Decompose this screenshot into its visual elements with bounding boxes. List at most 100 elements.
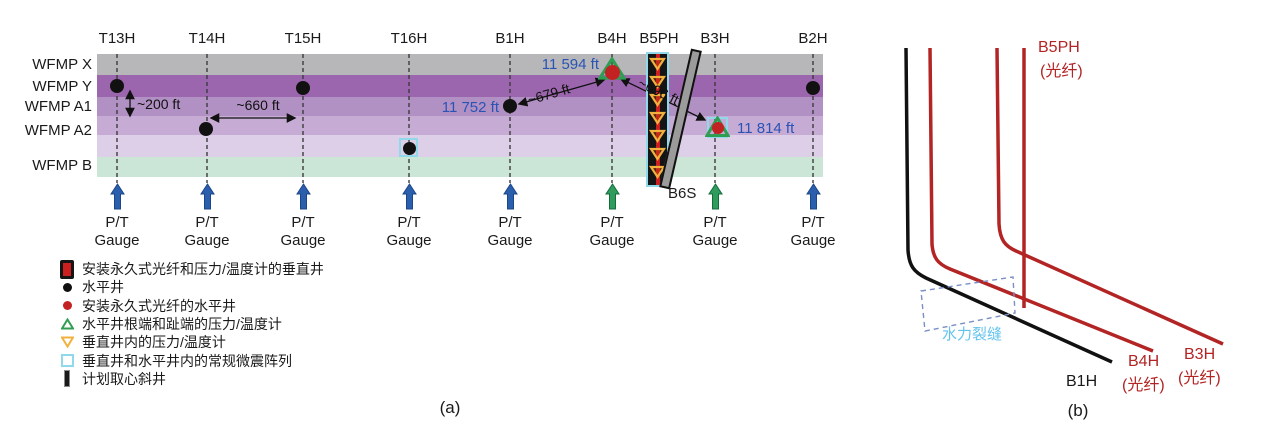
caption-b: (b) <box>1067 401 1089 420</box>
b3h-label: B3H <box>1184 346 1216 363</box>
fiber-pt-vertical-well-icon <box>58 259 76 279</box>
b4h-label: B4H <box>1128 353 1160 370</box>
well-label-t16h: T16H <box>390 30 428 47</box>
b2h-horizontal-well-dot <box>806 81 820 95</box>
well-label-b5ph: B5PH <box>639 30 679 47</box>
b3h-fiber-horizontal-well-dot <box>712 122 724 134</box>
t16h-horizontal-well-dot <box>402 141 416 155</box>
fiber-horizontal-well-icon <box>58 301 76 311</box>
gauge-label-line2: Gauge <box>386 232 432 249</box>
b4h-gauge-label: P/T Gauge <box>582 214 642 250</box>
legend-row: 垂直井和水平井内的常规微震阵列 <box>58 351 324 369</box>
legend-row: 水平井 <box>58 278 324 296</box>
b5ph-sub-label: (光纤) <box>1040 63 1083 80</box>
legend: 安装永久式光纤和压力/温度计的垂直井 水平井 安装永久式光纤的水平井 水平井根端… <box>58 259 324 388</box>
gauge-label-line2: Gauge <box>487 232 533 249</box>
b1h-pt-gauge-arrow-icon <box>502 183 518 210</box>
row-label-wfmp-x: WFMP X <box>32 56 92 73</box>
t14h-horizontal-well-dot <box>199 122 213 136</box>
b4h-md-label: 11 594 ft <box>541 56 599 73</box>
b4h-trajectory <box>928 47 1154 353</box>
gauge-label-line2: Gauge <box>94 232 140 249</box>
t13h-gauge-label: P/T Gauge <box>87 214 147 250</box>
b3h-sub-label: (光纤) <box>1178 370 1221 387</box>
b1h-horizontal-well-dot <box>503 99 517 113</box>
band-wfmp-y <box>97 75 823 97</box>
well-label-t13h: T13H <box>98 30 136 47</box>
b4h-sub-label: (光纤) <box>1122 377 1165 394</box>
heel-toe-pt-gauge-icon <box>58 318 76 330</box>
b1h-gauge-label: P/T Gauge <box>480 214 540 250</box>
legend-row: 垂直井内的压力/温度计 <box>58 333 324 351</box>
b3h-md-label: 11 814 ft <box>737 120 795 137</box>
horizontal-well-icon <box>58 282 76 292</box>
t14h-gauge-label: P/T Gauge <box>177 214 237 250</box>
b1h-label: B1H <box>1066 373 1098 390</box>
legend-row: 计划取心斜井 <box>58 370 324 388</box>
legend-row: 水平井根端和趾端的压力/温度计 <box>58 315 324 333</box>
t15h-pt-gauge-arrow-icon <box>295 183 311 210</box>
gauge-label-line1: P/T <box>397 214 421 231</box>
b5ph-label: B5PH <box>1038 39 1080 56</box>
band-pale <box>97 135 823 157</box>
legend-text: 水平井根端和趾端的压力/温度计 <box>82 316 282 333</box>
t15h-gauge-label: P/T Gauge <box>273 214 333 250</box>
well-label-t14h: T14H <box>188 30 226 47</box>
t16h-gauge-label: P/T Gauge <box>379 214 439 250</box>
vertical-well-pt-gauge-icon <box>58 336 76 349</box>
gauge-label-line1: P/T <box>498 214 522 231</box>
microseismic-array-icon <box>58 354 76 368</box>
b3h-pt-gauge-arrow-icon <box>707 183 723 210</box>
b1h-md-label: 11 752 ft <box>441 99 499 116</box>
planned-cored-well-icon <box>58 370 76 388</box>
gauge-label-line1: P/T <box>600 214 624 231</box>
b2h-gauge-label: P/T Gauge <box>783 214 843 250</box>
gauge-label-line1: P/T <box>195 214 219 231</box>
b3h-gauge-label: P/T Gauge <box>685 214 745 250</box>
row-label-wfmp-a2: WFMP A2 <box>24 122 92 139</box>
b4h-fiber-horizontal-well-dot <box>604 64 620 80</box>
band-wfmp-b <box>97 157 823 177</box>
legend-text: 安装永久式光纤和压力/温度计的垂直井 <box>82 261 324 278</box>
gauge-label-line2: Gauge <box>184 232 230 249</box>
t13h-pt-gauge-arrow-icon <box>109 183 125 210</box>
well-label-b1h: B1H <box>495 30 525 47</box>
b3h-trajectory <box>995 47 1224 346</box>
hydraulic-fracture-label: 水力裂缝 <box>942 326 1003 343</box>
b6s-label: B6S <box>668 185 697 202</box>
legend-text: 垂直井内的压力/温度计 <box>82 334 226 351</box>
distance-200ft-label: ~200 ft <box>137 96 181 112</box>
t15h-horizontal-well-dot <box>296 81 310 95</box>
b2h-pt-gauge-arrow-icon <box>805 183 821 210</box>
legend-row: 安装永久式光纤的水平井 <box>58 297 324 315</box>
well-label-b4h: B4H <box>597 30 627 47</box>
b4h-pt-gauge-arrow-icon <box>604 183 620 210</box>
gauge-label-line2: Gauge <box>692 232 738 249</box>
gauge-label-line2: Gauge <box>280 232 326 249</box>
legend-text: 计划取心斜井 <box>82 370 166 387</box>
band-wfmp-x <box>97 54 823 75</box>
gauge-label-line1: P/T <box>105 214 129 231</box>
panel-b-trajectories <box>904 47 1224 364</box>
caption-a: (a) <box>439 398 461 417</box>
gauge-label-line1: P/T <box>291 214 315 231</box>
t14h-pt-gauge-arrow-icon <box>199 183 215 210</box>
distance-660ft-label: ~660 ft <box>236 97 280 113</box>
row-label-wfmp-b: WFMP B <box>32 157 92 174</box>
legend-text: 安装永久式光纤的水平井 <box>82 297 236 314</box>
t16h-pt-gauge-arrow-icon <box>401 183 417 210</box>
well-label-t15h: T15H <box>284 30 322 47</box>
well-label-b2h: B2H <box>798 30 828 47</box>
row-label-wfmp-y: WFMP Y <box>32 78 92 95</box>
row-label-wfmp-a1: WFMP A1 <box>24 98 92 115</box>
well-label-b3h: B3H <box>700 30 730 47</box>
gauge-label-line1: P/T <box>703 214 727 231</box>
legend-text: 垂直井和水平井内的常规微震阵列 <box>82 352 292 369</box>
t13h-horizontal-well-dot <box>110 79 124 93</box>
gauge-label-line2: Gauge <box>589 232 635 249</box>
legend-text: 水平井 <box>82 279 124 296</box>
legend-row: 安装永久式光纤和压力/温度计的垂直井 <box>58 259 324 279</box>
gauge-label-line1: P/T <box>801 214 825 231</box>
b1h-trajectory <box>904 47 1113 364</box>
